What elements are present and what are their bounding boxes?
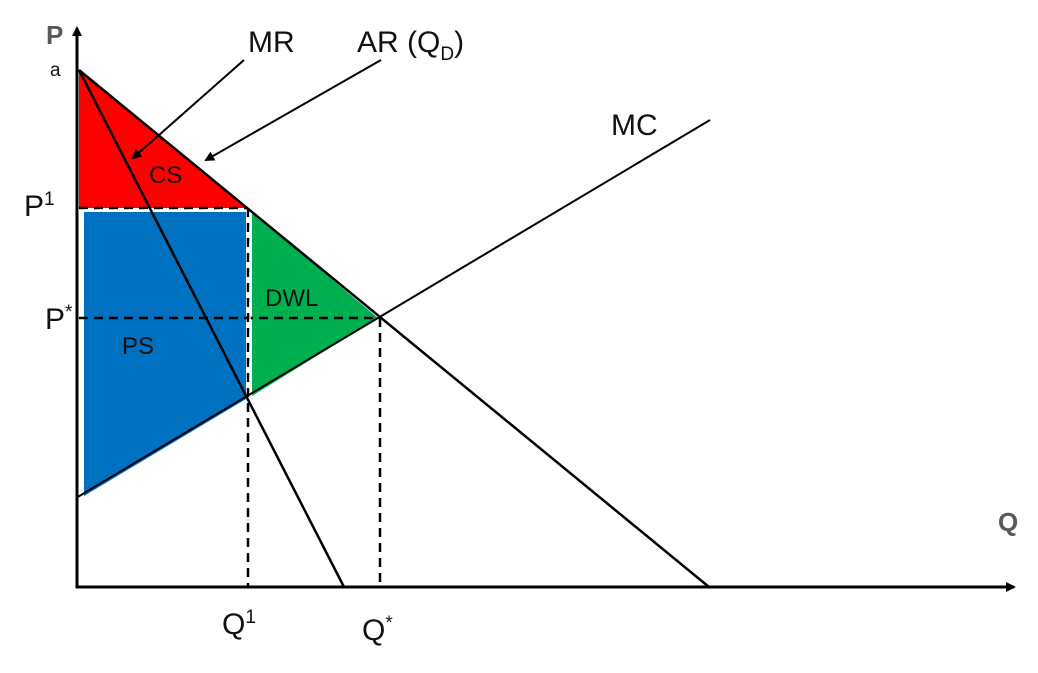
y-axis-label: P	[46, 20, 63, 50]
mc-curve	[75, 119, 711, 499]
x-axis-label: Q	[998, 507, 1018, 537]
ps-label: PS	[122, 333, 154, 360]
mr-curve	[77, 69, 346, 588]
deadweight-loss-area	[252, 212, 378, 396]
dwl-label: DWL	[265, 285, 318, 312]
q1-label: Q1	[222, 607, 256, 641]
ar-demand-curve	[78, 69, 710, 588]
ar-pointer-arrow	[204, 59, 382, 161]
cs-label: CS	[149, 162, 182, 189]
p1-label: P1	[24, 189, 55, 223]
ar-label: AR (QD)	[357, 26, 464, 65]
mc-label: MC	[611, 109, 658, 142]
pstar-label: P*	[45, 302, 73, 336]
mr-label: MR	[248, 26, 295, 59]
qstar-label: Q*	[362, 613, 393, 647]
y-intercept-label: a	[50, 60, 61, 81]
mr-pointer-arrow	[131, 59, 245, 160]
guide-lines	[79, 206, 382, 587]
producer-surplus-area	[84, 212, 246, 496]
